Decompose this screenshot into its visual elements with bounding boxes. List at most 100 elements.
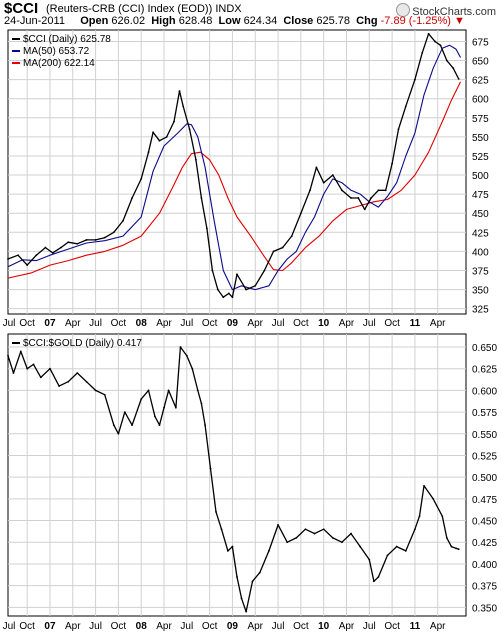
series-point (94, 239, 97, 241)
series-point (185, 354, 188, 357)
panel-1-ytick-label: 650 (472, 57, 489, 68)
series-point (368, 558, 371, 561)
series-point (231, 296, 234, 299)
panel-1-ytick-label: 550 (472, 133, 489, 144)
series-point (350, 532, 352, 535)
panel-1-xtick-label: 09 (227, 318, 239, 329)
brand[interactable]: StockCharts.com (396, 3, 496, 18)
series-point (227, 292, 230, 295)
panel-1-ytick-label: 525 (472, 152, 489, 163)
panel-1-xtick-label: 11 (410, 318, 421, 329)
panel-2-ytick-label: 0.575 (472, 408, 497, 419)
panel-1-xtick-label: Apr (65, 318, 81, 329)
series-point (173, 120, 175, 123)
panel-1-xtick-label: Jul (363, 318, 376, 329)
series-point (174, 406, 177, 409)
panel-1-xtick-label: Apr (247, 318, 263, 329)
series-line-ma-200-622-14 (7, 81, 461, 279)
chg-label: Chg (356, 15, 378, 27)
series-point (421, 52, 424, 54)
series-point (7, 354, 9, 357)
series-point (220, 528, 223, 531)
low-value: 624.34 (243, 15, 278, 27)
series-point (384, 189, 387, 192)
series-point (32, 363, 35, 366)
chart-header: $CCI (Reuters-CRB (CCI) Index (EOD)) IND… (0, 0, 502, 28)
series-point (200, 402, 203, 405)
series-point (341, 541, 343, 544)
series-point (341, 189, 343, 192)
series-point (123, 411, 126, 413)
panel-1-xtick-label: Jul (3, 318, 16, 329)
quote-date: 24-Jun-2011 (4, 15, 65, 27)
quote-line: 24-Jun-2011 Open 626.02 High 628.48 Low … (4, 15, 465, 27)
series-point (350, 197, 352, 199)
panel-2-xtick-label: Jul (272, 621, 285, 632)
series-point (211, 269, 214, 272)
series-point (322, 181, 325, 184)
series-point (60, 246, 62, 249)
series-point (216, 288, 219, 291)
series-point (457, 548, 460, 551)
panel-2-ytick-label: 0.600 (472, 386, 497, 397)
series-point (163, 406, 165, 409)
panel-2-ytick-label: 0.450 (472, 517, 497, 528)
series-point (240, 597, 243, 600)
series-point (404, 550, 407, 552)
series-point (158, 424, 161, 427)
series-point (286, 541, 289, 544)
series-point (112, 424, 115, 427)
panel-1-xtick-label: Apr (339, 318, 355, 329)
stockcharts-logo-icon (396, 3, 411, 17)
series-point (191, 367, 194, 370)
panel-2-xtick-label: Oct (293, 621, 309, 632)
series-point (195, 158, 197, 161)
series-point (331, 537, 334, 539)
series-point (39, 376, 42, 379)
series-point (196, 389, 199, 392)
panel-1-ytick-label: 375 (472, 266, 489, 277)
high-label: High (151, 15, 176, 27)
symbol-title[interactable]: $CCI (4, 0, 39, 17)
series-point (103, 393, 106, 396)
series-point (309, 189, 311, 192)
series-point (182, 105, 185, 108)
series-point (7, 258, 9, 260)
panel-1-ytick-label: 400 (472, 247, 489, 258)
series-point (85, 380, 88, 383)
series-point (67, 380, 70, 383)
series-point (414, 78, 416, 81)
series-point (434, 40, 436, 43)
panel-2-xtick-label: Oct (19, 621, 35, 632)
series-point (200, 197, 203, 199)
symbol-description: (Reuters-CRB (CCI) Index (EOD)) INDX (46, 3, 242, 15)
brand-text: StockCharts.com (412, 6, 496, 18)
series-point (322, 528, 325, 531)
series-point (44, 246, 47, 249)
panel-1-ytick-label: 600 (472, 95, 489, 106)
series-point (67, 241, 70, 244)
panel-1-ytick-label: 425 (472, 228, 489, 239)
series-point (331, 174, 334, 176)
panel-2-xtick-label: Oct (384, 621, 400, 632)
series-point (277, 523, 279, 526)
panel-2-ytick-label: 0.375 (472, 582, 497, 593)
panel-2-xtick-label: Apr (247, 621, 263, 632)
panel-1-ytick-label: 500 (472, 171, 489, 182)
chg-value: -7.89 (-1.25%) (380, 15, 451, 27)
panel-1-xtick-label: Oct (202, 318, 218, 329)
triangle-down-icon: ▼ (453, 15, 465, 27)
series-point (76, 242, 79, 245)
panel-1-frame (7, 29, 467, 315)
panel-2-xtick-label: 09 (227, 621, 239, 632)
series-point (263, 269, 266, 272)
series-point (236, 576, 238, 578)
series-point (131, 197, 133, 199)
legend-label: MA(50) 653.72 (23, 46, 90, 57)
series-point (117, 432, 120, 435)
series-point (423, 484, 425, 487)
panel-2-xtick-label: Apr (430, 621, 446, 632)
panel-2-xtick-label: Apr (65, 621, 81, 632)
series-point (222, 296, 225, 299)
